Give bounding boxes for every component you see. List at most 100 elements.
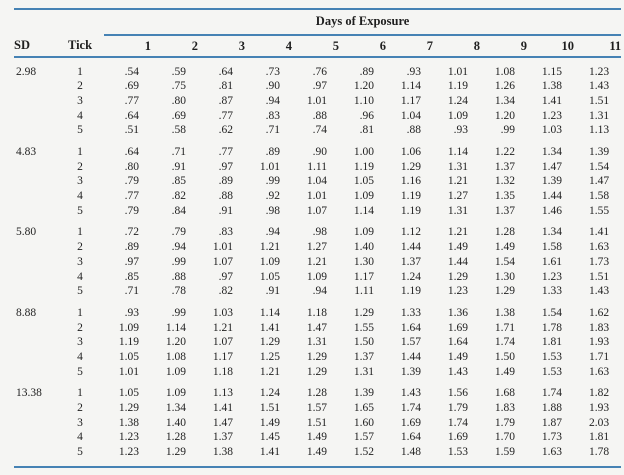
cell-value: 1.69	[447, 321, 468, 334]
tick-value: 1	[77, 146, 83, 159]
cell-value: 1.58	[589, 190, 610, 203]
cell-value: .99	[265, 175, 280, 188]
sd-value	[14, 241, 56, 256]
cell-value: .77	[124, 190, 139, 203]
cell-value: .90	[312, 146, 327, 159]
cell-value: 1.24	[447, 94, 468, 107]
cell-value: 1.41	[259, 446, 280, 459]
table-row: 4 1.23 1.28 1.37 1.45 1.49 1.57 1.64 1.69 1.70 1.7…	[14, 431, 621, 446]
cell-value: .81	[218, 80, 233, 93]
cell-value: .69	[124, 80, 139, 93]
cell-value: 1.17	[400, 94, 421, 107]
sd-value	[14, 431, 56, 446]
tick-value: 5	[77, 204, 83, 217]
cell-value: 1.28	[165, 431, 186, 444]
cell-value: 1.39	[353, 387, 374, 400]
cell-value: .88	[171, 270, 186, 283]
cell-value: 1.37	[494, 204, 515, 217]
cell-value: 1.24	[400, 270, 421, 283]
cell-value: .81	[359, 124, 374, 137]
cell-value: 1.44	[400, 241, 421, 254]
tick-value: 4	[77, 270, 83, 283]
cell-value: 1.41	[541, 94, 562, 107]
cell-value: 1.38	[212, 446, 233, 459]
cell-value: 1.34	[541, 146, 562, 159]
cell-value: 1.44	[400, 350, 421, 363]
cell-value: 1.14	[165, 321, 186, 334]
day-column-header-2: 2	[151, 35, 198, 58]
tick-value: 1	[77, 65, 83, 78]
cell-value: .94	[312, 285, 327, 298]
cell-value: 1.39	[541, 175, 562, 188]
table-row: 4 .85 .88 .97 1.05 1.09 1.17 1.24 1.29 1.30 1.23 1.…	[14, 270, 621, 285]
cell-value: .88	[406, 124, 421, 137]
cell-value: 1.29	[353, 306, 374, 319]
cell-value: 1.49	[306, 446, 327, 459]
tick-value: 4	[77, 431, 83, 444]
cell-value: 1.64	[447, 336, 468, 349]
cell-value: 1.01	[212, 241, 233, 254]
table-row: 5 .71 .78 .82 .91 .94 1.11 1.19 1.23 1.29 1.33 1.43	[14, 285, 621, 300]
cell-value: 1.69	[400, 416, 421, 429]
sd-column-header: SD	[14, 35, 56, 58]
cell-value: .71	[171, 146, 186, 159]
cell-value: 1.14	[259, 306, 280, 319]
tick-value: 4	[77, 350, 83, 363]
cell-value: 1.05	[118, 350, 139, 363]
cell-value: 1.19	[400, 285, 421, 298]
cell-value: 1.47	[212, 416, 233, 429]
table-row: 3 .79 .85 .89 .99 1.04 1.05 1.16 1.21 1.32 1.39 1.4…	[14, 175, 621, 190]
sd-value	[14, 270, 56, 285]
cell-value: 1.45	[259, 431, 280, 444]
table-row: 4.83 1 .64 .71 .77 .89 .90 1.00 1.06 1.14 1.22 1.34…	[14, 138, 621, 160]
cell-value: .77	[218, 109, 233, 122]
cell-value: 1.51	[306, 416, 327, 429]
cell-value: 1.21	[447, 226, 468, 239]
cell-value: 1.29	[447, 270, 468, 283]
cell-value: 1.47	[589, 175, 610, 188]
cell-value: 1.87	[541, 416, 562, 429]
cell-value: 1.41	[589, 226, 610, 239]
cell-value: 1.41	[212, 402, 233, 415]
cell-value: 1.07	[212, 255, 233, 268]
cell-value: 1.53	[541, 365, 562, 378]
cell-value: 1.12	[400, 226, 421, 239]
cell-value: 1.23	[541, 109, 562, 122]
cell-value: .79	[124, 204, 139, 217]
sd-value: 8.88	[16, 306, 37, 319]
cell-value: 1.57	[353, 431, 374, 444]
cell-value: .75	[171, 80, 186, 93]
cell-value: 1.14	[447, 146, 468, 159]
cell-value: 1.29	[259, 336, 280, 349]
cell-value: .64	[218, 65, 233, 78]
cell-value: 1.81	[541, 336, 562, 349]
cell-value: .93	[453, 124, 468, 137]
sd-value	[14, 124, 56, 139]
cell-value: 1.09	[259, 255, 280, 268]
sd-value: 13.38	[16, 387, 42, 400]
cell-value: 1.54	[494, 255, 515, 268]
table-row: 4 .77 .82 .88 .92 1.01 1.09 1.19 1.27 1.35 1.44 1.5…	[14, 190, 621, 205]
cell-value: 1.19	[118, 336, 139, 349]
sd-value	[14, 446, 56, 468]
cell-value: 1.55	[353, 321, 374, 334]
cell-value: 1.23	[541, 270, 562, 283]
cell-value: 1.31	[306, 336, 327, 349]
cell-value: 1.27	[306, 241, 327, 254]
cell-value: 1.79	[447, 402, 468, 415]
cell-value: .91	[265, 285, 280, 298]
cell-value: .87	[218, 94, 233, 107]
table-row: 3 .77 .80 .87 .94 1.01 1.10 1.17 1.24 1.34 1.41 1.5…	[14, 94, 621, 109]
cell-value: 1.64	[400, 431, 421, 444]
cell-value: .85	[171, 175, 186, 188]
tick-value: 2	[77, 80, 83, 93]
cell-value: .91	[171, 160, 186, 173]
cell-value: 1.44	[541, 190, 562, 203]
table-row: 5 1.01 1.09 1.18 1.21 1.29 1.31 1.39 1.43 1.49 1.5…	[14, 365, 621, 380]
cell-value: .79	[124, 175, 139, 188]
cell-value: 1.04	[306, 175, 327, 188]
cell-value: .89	[359, 65, 374, 78]
cell-value: .54	[124, 65, 139, 78]
table-header: Days of Exposure SD Tick 1 2 3 4 5 6 7 8 9 10 11	[14, 9, 622, 58]
